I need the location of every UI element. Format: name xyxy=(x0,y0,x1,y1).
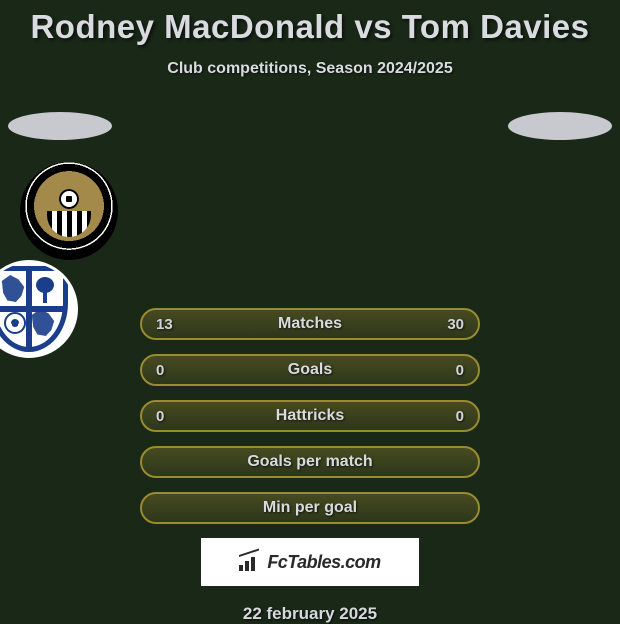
player-left-silhouette xyxy=(8,112,112,140)
stat-row-min-per-goal: Min per goal xyxy=(140,492,480,524)
subtitle: Club competitions, Season 2024/2025 xyxy=(0,60,620,78)
stat-value-right: 30 xyxy=(440,316,464,333)
club-badge-left xyxy=(20,162,118,260)
stat-value-left: 0 xyxy=(156,408,180,425)
stat-value-left: 0 xyxy=(156,362,180,379)
stat-row-goals: 0 Goals 0 xyxy=(140,354,480,386)
stat-value-right: 0 xyxy=(440,408,464,425)
stat-row-matches: 13 Matches 30 xyxy=(140,308,480,340)
comparison-card: Rodney MacDonald vs Tom Davies Club comp… xyxy=(0,0,620,624)
stat-label: Min per goal xyxy=(263,499,357,517)
stat-label: Goals xyxy=(288,361,332,379)
stat-row-hattricks: 0 Hattricks 0 xyxy=(140,400,480,432)
page-title: Rodney MacDonald vs Tom Davies xyxy=(0,8,620,46)
notts-county-crest-icon xyxy=(39,181,99,241)
date-label: 22 february 2025 xyxy=(0,604,620,624)
tranmere-rovers-crest-icon xyxy=(0,266,68,352)
club-badge-right xyxy=(0,260,78,358)
stat-label: Matches xyxy=(278,315,342,333)
stat-label: Goals per match xyxy=(247,453,372,471)
stat-rows: 13 Matches 30 0 Goals 0 0 Hattricks 0 Go… xyxy=(140,308,480,524)
stats-area: 13 Matches 30 0 Goals 0 0 Hattricks 0 Go… xyxy=(0,112,620,624)
stat-row-goals-per-match: Goals per match xyxy=(140,446,480,478)
stat-label: Hattricks xyxy=(276,407,344,425)
watermark-text: FcTables.com xyxy=(267,552,380,573)
stat-value-left: 13 xyxy=(156,316,180,333)
watermark: FcTables.com xyxy=(201,538,419,586)
stat-value-right: 0 xyxy=(440,362,464,379)
chart-icon xyxy=(239,553,261,571)
player-right-silhouette xyxy=(508,112,612,140)
